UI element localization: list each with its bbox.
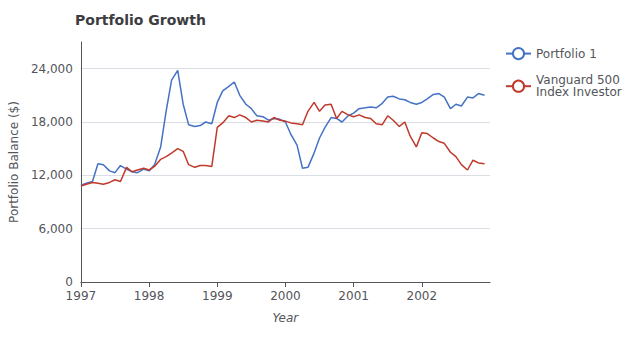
svg-text:2002: 2002 bbox=[407, 289, 438, 303]
svg-text:12,000: 12,000 bbox=[31, 168, 73, 182]
svg-text:18,000: 18,000 bbox=[31, 115, 73, 129]
svg-text:0: 0 bbox=[65, 275, 73, 289]
svg-text:Vanguard 500: Vanguard 500 bbox=[536, 73, 620, 88]
svg-text:2001: 2001 bbox=[338, 289, 369, 303]
svg-text:6,000: 6,000 bbox=[39, 222, 73, 236]
svg-text:2000: 2000 bbox=[270, 289, 301, 303]
svg-text:Portfolio 1: Portfolio 1 bbox=[536, 47, 597, 61]
svg-text:1997: 1997 bbox=[66, 289, 97, 303]
svg-text:Portfolio Balance ($): Portfolio Balance ($) bbox=[7, 101, 21, 223]
svg-text:Year: Year bbox=[273, 311, 300, 325]
svg-text:24,000: 24,000 bbox=[31, 62, 73, 76]
svg-text:1999: 1999 bbox=[202, 289, 233, 303]
svg-text:Portfolio Growth: Portfolio Growth bbox=[75, 12, 206, 28]
svg-text:Index Investor: Index Investor bbox=[536, 85, 622, 99]
svg-text:1998: 1998 bbox=[134, 289, 165, 303]
